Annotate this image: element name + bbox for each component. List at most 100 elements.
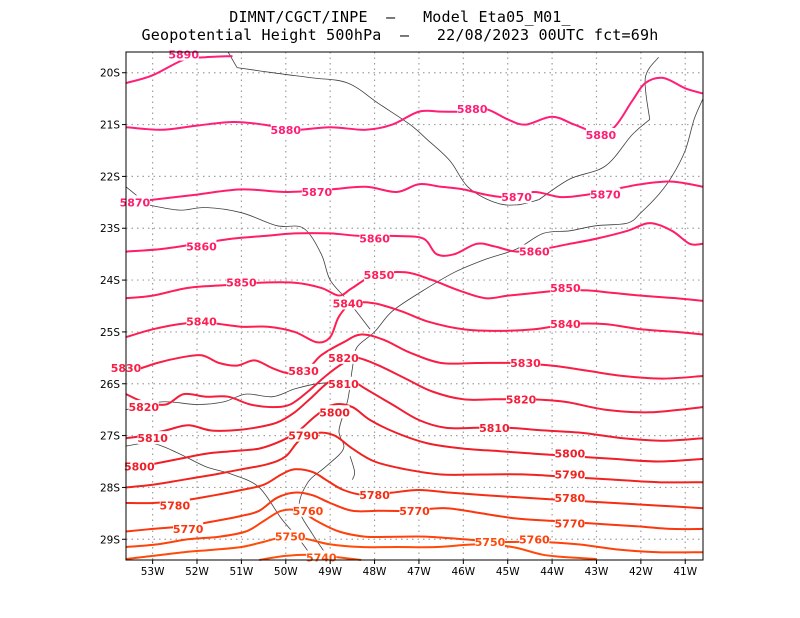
contour-label-bg bbox=[457, 102, 488, 116]
contour-label-bg bbox=[301, 184, 332, 198]
contour-label-bg bbox=[159, 498, 190, 512]
contour-label: 5770 bbox=[173, 523, 204, 536]
contour-label: 5760 bbox=[293, 505, 324, 518]
contour-label: 5800 bbox=[555, 448, 586, 461]
x-axis: 53W 52W 51W 50W 49W 48W 47W 46W 45W 44W 43W 42W 41W bbox=[141, 560, 698, 578]
coastline bbox=[125, 51, 704, 561]
contour-label: 5780 bbox=[160, 500, 191, 513]
contour-label: 5880 bbox=[457, 103, 488, 116]
contour-label-bg bbox=[554, 467, 585, 481]
contour-label: 5840 bbox=[550, 318, 581, 331]
contour-label-bg bbox=[359, 488, 390, 502]
contour-labels: 5890 5880 5880 5880 5870 5870 5870 5870 5860 5860… bbox=[111, 47, 621, 564]
contour-label: 5850 bbox=[364, 269, 395, 282]
contour-label-bg bbox=[270, 122, 301, 136]
border-pr-sp bbox=[148, 204, 371, 330]
y-tick-label: 22S bbox=[100, 171, 120, 183]
contour-label-bg bbox=[119, 195, 150, 209]
contour-label: 5790 bbox=[288, 430, 319, 443]
contour-label-bg bbox=[479, 420, 510, 434]
contour-label-bg bbox=[554, 490, 585, 504]
contour-label: 5770 bbox=[399, 505, 430, 518]
coast-island bbox=[349, 456, 356, 480]
contour-label: 5860 bbox=[359, 233, 390, 246]
contour-lines bbox=[125, 55, 704, 561]
contour-label: 5880 bbox=[270, 124, 301, 137]
contour-label-bg bbox=[585, 127, 616, 141]
contour-label: 5850 bbox=[550, 282, 581, 295]
x-tick-label: 42W bbox=[629, 566, 653, 578]
contour-label-bg bbox=[510, 356, 541, 370]
x-tick-label: 45W bbox=[496, 566, 520, 578]
contour-label: 5870 bbox=[501, 191, 532, 204]
grid bbox=[126, 52, 703, 560]
contour-label-bg bbox=[519, 532, 550, 546]
contour-label: 5820 bbox=[328, 352, 359, 365]
contour-label-bg bbox=[332, 296, 363, 310]
y-tick-label: 25S bbox=[100, 327, 120, 339]
x-tick-label: 44W bbox=[540, 566, 564, 578]
contour-label-bg bbox=[186, 314, 217, 328]
contour-label: 5780 bbox=[555, 492, 586, 505]
contour-label-bg bbox=[506, 392, 537, 406]
y-tick-label: 26S bbox=[100, 379, 120, 391]
contour-label: 5760 bbox=[519, 533, 550, 546]
contour-label-bg bbox=[319, 405, 350, 419]
contour-5830 bbox=[125, 333, 704, 380]
contour-label: 5770 bbox=[555, 518, 586, 531]
contour-label: 5850 bbox=[226, 277, 257, 290]
contour-label-bg bbox=[137, 431, 168, 445]
contour-label: 5880 bbox=[586, 129, 617, 142]
contour-label-bg bbox=[328, 350, 359, 364]
contour-label-bg bbox=[275, 529, 306, 543]
x-tick-label: 41W bbox=[673, 566, 697, 578]
y-tick-label: 21S bbox=[100, 120, 120, 132]
contour-label-bg bbox=[399, 503, 430, 517]
y-axis: 20S 21S 22S 23S 24S 25S 26S 27S 28S 29S bbox=[100, 68, 126, 546]
border-mg-rj bbox=[538, 119, 650, 201]
contour-label: 5810 bbox=[479, 422, 510, 435]
x-tick-label: 50W bbox=[274, 566, 298, 578]
contour-label-bg bbox=[519, 244, 550, 258]
contour-label: 5750 bbox=[475, 536, 506, 549]
contour-label: 5830 bbox=[288, 365, 319, 378]
contour-label: 5820 bbox=[506, 393, 537, 406]
contour-label: 5750 bbox=[275, 531, 306, 544]
contour-label: 5800 bbox=[124, 461, 155, 474]
contour-label-bg bbox=[554, 516, 585, 530]
contour-label-bg bbox=[173, 521, 204, 535]
contour-5880 bbox=[125, 76, 704, 134]
x-tick-label: 49W bbox=[318, 566, 342, 578]
contour-label: 5830 bbox=[510, 357, 541, 370]
contour-label-bg bbox=[363, 267, 394, 281]
contour-label: 5890 bbox=[168, 49, 199, 62]
contour-label: 5840 bbox=[186, 316, 217, 329]
chart-title-line2: Geopotential Height 500hPa – 22/08/2023 … bbox=[141, 26, 659, 44]
contour-label: 5810 bbox=[137, 432, 168, 445]
contour-5750 bbox=[125, 535, 597, 560]
y-tick-label: 28S bbox=[100, 482, 120, 494]
contour-label: 5860 bbox=[186, 240, 217, 253]
x-tick-label: 53W bbox=[141, 566, 165, 578]
contour-5810 bbox=[125, 377, 704, 442]
y-tick-label: 29S bbox=[100, 534, 120, 546]
contour-label-bg bbox=[359, 231, 390, 245]
contour-label: 5860 bbox=[519, 246, 550, 259]
contour-label: 5870 bbox=[590, 189, 621, 202]
contour-label-bg bbox=[288, 363, 319, 377]
contour-label: 5840 bbox=[333, 297, 364, 310]
border-mg-sp bbox=[236, 67, 539, 206]
map-frame bbox=[125, 51, 704, 561]
contour-label-bg bbox=[288, 428, 319, 442]
y-tick-label: 23S bbox=[100, 223, 120, 235]
x-tick-label: 51W bbox=[230, 566, 254, 578]
contour-label: 5820 bbox=[128, 401, 159, 414]
border-mg-north bbox=[227, 51, 238, 68]
contour-5760 bbox=[125, 508, 704, 554]
contour-label: 5810 bbox=[328, 378, 359, 391]
contour-5850 bbox=[125, 270, 704, 302]
contour-label-bg bbox=[550, 317, 581, 331]
y-tick-label: 24S bbox=[100, 275, 120, 287]
contour-5860 bbox=[125, 222, 704, 257]
